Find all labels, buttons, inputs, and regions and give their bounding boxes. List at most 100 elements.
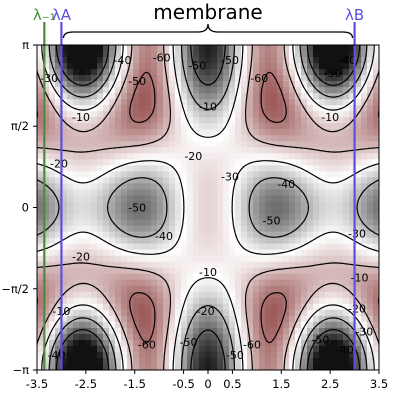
heatmap-cell: [163, 171, 170, 179]
heatmap-cell: [301, 357, 308, 365]
heatmap-cell: [337, 255, 344, 263]
heatmap-cell: [283, 321, 290, 329]
heatmap-cell: [265, 249, 272, 257]
heatmap-cell: [49, 189, 56, 197]
heatmap-cell: [367, 153, 374, 160]
heatmap-cell: [181, 111, 188, 118]
heatmap-cell: [325, 243, 332, 251]
heatmap-cell: [139, 303, 146, 311]
heatmap-cell: [85, 225, 92, 233]
heatmap-cell: [229, 291, 236, 299]
heatmap-cell: [109, 93, 116, 100]
heatmap-cell: [235, 93, 242, 100]
heatmap-cell: [133, 111, 140, 118]
heatmap-cell: [181, 45, 188, 52]
heatmap-cell: [121, 303, 128, 311]
heatmap-cell: [187, 45, 194, 52]
heatmap-cell: [217, 189, 224, 197]
heatmap-cell: [295, 69, 302, 76]
heatmap-cell: [181, 117, 188, 124]
heatmap-cell: [67, 339, 74, 347]
heatmap-cell: [265, 51, 272, 58]
heatmap-cell: [241, 261, 248, 269]
heatmap-cell: [97, 51, 104, 58]
heatmap-cell: [253, 327, 260, 335]
heatmap-cell: [253, 309, 260, 317]
heatmap-cell: [67, 327, 74, 335]
heatmap-cell: [121, 315, 128, 323]
heatmap-cell: [121, 63, 128, 70]
heatmap-cell: [301, 93, 308, 100]
heatmap-cell: [37, 249, 44, 257]
heatmap-cell: [199, 93, 206, 100]
heatmap-cell: [259, 141, 266, 148]
heatmap-cell: [229, 141, 236, 148]
heatmap-cell: [133, 345, 140, 353]
heatmap-cell: [199, 351, 206, 359]
heatmap-cell: [271, 147, 278, 154]
heatmap-cell: [337, 345, 344, 353]
heatmap-cell: [331, 207, 338, 215]
heatmap-cell: [49, 231, 56, 239]
heatmap-cell: [49, 279, 56, 287]
heatmap-cell: [139, 189, 146, 197]
heatmap-cell: [115, 165, 122, 172]
heatmap-cell: [217, 45, 224, 52]
heatmap-cell: [127, 141, 134, 148]
heatmap-cell: [301, 45, 308, 52]
heatmap-cell: [175, 165, 182, 172]
heatmap-cell: [199, 249, 206, 257]
heatmap-cell: [121, 363, 128, 370]
heatmap-cell: [349, 177, 356, 185]
heatmap-cell: [79, 141, 86, 148]
heatmap-cell: [301, 111, 308, 118]
heatmap-cell: [253, 93, 260, 100]
heatmap-cell: [67, 153, 74, 160]
heatmap-cell: [61, 75, 68, 82]
heatmap-cell: [229, 279, 236, 287]
heatmap-cell: [259, 135, 266, 142]
heatmap-cell: [109, 327, 116, 335]
heatmap-cell: [115, 129, 122, 136]
heatmap-cell: [79, 183, 86, 191]
heatmap-cell: [115, 351, 122, 359]
heatmap-cell: [55, 99, 62, 106]
heatmap-cell: [61, 81, 68, 88]
heatmap-cell: [307, 87, 314, 94]
heatmap-cell: [163, 273, 170, 281]
heatmap-cell: [133, 273, 140, 281]
heatmap-cell: [235, 345, 242, 353]
heatmap-cell: [349, 243, 356, 251]
heatmap-cell: [223, 363, 230, 370]
heatmap-cell: [325, 333, 332, 341]
heatmap-cell: [265, 243, 272, 251]
heatmap-cell: [343, 183, 350, 191]
heatmap-cell: [91, 351, 98, 359]
heatmap-cell: [235, 201, 242, 209]
heatmap-cell: [85, 75, 92, 82]
heatmap-cell: [175, 105, 182, 112]
heatmap-cell: [295, 201, 302, 209]
heatmap-cell: [121, 171, 128, 179]
heatmap-cell: [43, 243, 50, 251]
heatmap-cell: [211, 195, 218, 203]
contour-label: -50: [188, 59, 206, 72]
heatmap-cell: [361, 183, 368, 191]
heatmap-cell: [301, 243, 308, 251]
heatmap-cell: [337, 117, 344, 124]
contour-label: -10: [72, 111, 90, 124]
heatmap-cell: [67, 75, 74, 82]
heatmap-cell: [355, 345, 362, 353]
heatmap-cell: [121, 249, 128, 257]
heatmap-cell: [205, 345, 212, 353]
heatmap-cell: [193, 321, 200, 329]
heatmap-cell: [367, 351, 374, 359]
heatmap-cell: [361, 255, 368, 263]
heatmap-cell: [295, 225, 302, 233]
heatmap-cell: [265, 189, 272, 197]
heatmap-cell: [133, 195, 140, 203]
heatmap-cell: [259, 45, 266, 52]
heatmap-cell: [223, 45, 230, 52]
heatmap-cell: [277, 183, 284, 191]
heatmap-cell: [61, 195, 68, 203]
